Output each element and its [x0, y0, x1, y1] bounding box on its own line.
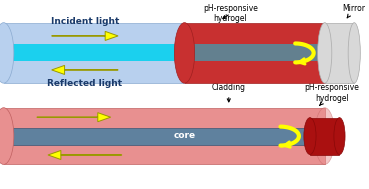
Text: pH-responsive
hydrogel: pH-responsive hydrogel: [203, 4, 258, 23]
FancyArrow shape: [48, 150, 122, 160]
Bar: [325, 23, 354, 83]
Ellipse shape: [334, 118, 345, 155]
FancyArrow shape: [37, 113, 111, 122]
FancyArrow shape: [52, 31, 118, 40]
Ellipse shape: [0, 108, 14, 164]
Ellipse shape: [315, 108, 335, 164]
Ellipse shape: [348, 23, 360, 83]
Ellipse shape: [0, 23, 14, 83]
Ellipse shape: [174, 23, 195, 83]
Text: Mirror: Mirror: [343, 4, 366, 18]
Text: Incident light: Incident light: [51, 17, 119, 26]
Bar: [4, 23, 184, 83]
Bar: [184, 44, 325, 61]
FancyArrow shape: [52, 65, 118, 74]
Bar: [310, 118, 339, 155]
Text: core: core: [173, 131, 196, 140]
Bar: [4, 108, 325, 164]
Bar: [184, 23, 325, 83]
Text: pH-responsive
hydrogel: pH-responsive hydrogel: [305, 83, 359, 105]
Text: Reflected light: Reflected light: [47, 79, 123, 88]
Text: core: core: [227, 47, 249, 57]
Ellipse shape: [318, 23, 332, 83]
Text: Cladding: Cladding: [212, 83, 246, 102]
Bar: [4, 128, 328, 145]
Bar: [4, 44, 354, 61]
Ellipse shape: [304, 118, 316, 155]
